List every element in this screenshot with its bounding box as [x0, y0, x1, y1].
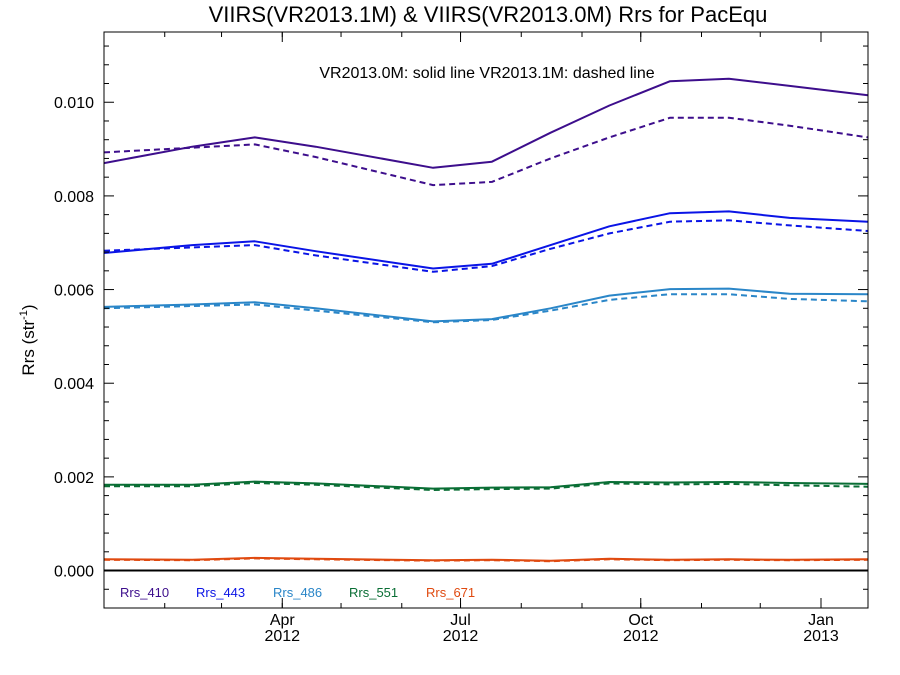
axes-layer: 0.0000.0020.0040.0060.0080.010Apr2012Jul… [54, 31, 869, 645]
series-line-rrs-410-dashed [103, 116, 869, 187]
series-line-rrs-551-solid [104, 480, 869, 490]
series-line-rrs-486-solid [103, 287, 869, 323]
series-line-rrs-551-dashed [104, 482, 869, 491]
y-tick-label: 0.006 [54, 283, 94, 300]
y-tick-label: 0.004 [54, 376, 94, 393]
legend-item-rrs-551: Rrs_551 [349, 585, 398, 600]
y-axis-label: Rrs (str-1) [18, 304, 38, 375]
legend-item-rrs-486: Rrs_486 [273, 585, 322, 600]
x-tick-year: 2013 [803, 628, 839, 645]
series-line-rrs-671-dashed [103, 557, 869, 563]
y-tick-label: 0.000 [54, 564, 94, 581]
x-tick-month: Jan [808, 612, 834, 629]
x-tick-year: 2012 [264, 628, 300, 645]
legend-item-rrs-671: Rrs_671 [426, 585, 475, 600]
series-line-rrs-486-dashed [103, 293, 869, 324]
legend-item-rrs-410: Rrs_410 [120, 585, 169, 600]
chart-title: VIIRS(VR2013.1M) & VIIRS(VR2013.0M) Rrs … [209, 2, 768, 27]
series-line-rrs-443-solid [103, 210, 869, 270]
series-line-rrs-443-dashed [103, 219, 869, 273]
plot-frame [103, 31, 869, 609]
series-layer [103, 77, 869, 572]
x-tick-month: Oct [628, 612, 653, 629]
x-tick-year: 2012 [623, 628, 659, 645]
legend: Rrs_410 Rrs_443 Rrs_486 Rrs_551 Rrs_671 [120, 585, 475, 600]
y-tick-label: 0.002 [54, 470, 94, 487]
legend-item-rrs-443: Rrs_443 [196, 585, 245, 600]
x-tick-month: Jul [450, 612, 470, 629]
y-tick-label: 0.010 [54, 95, 94, 112]
y-tick-label: 0.008 [54, 189, 94, 206]
line-style-note: VR2013.0M: solid line VR2013.1M: dashed … [319, 65, 654, 82]
x-tick-month: Apr [270, 612, 296, 629]
series-line-rrs-410-solid [103, 77, 869, 169]
x-tick-year: 2012 [443, 628, 479, 645]
